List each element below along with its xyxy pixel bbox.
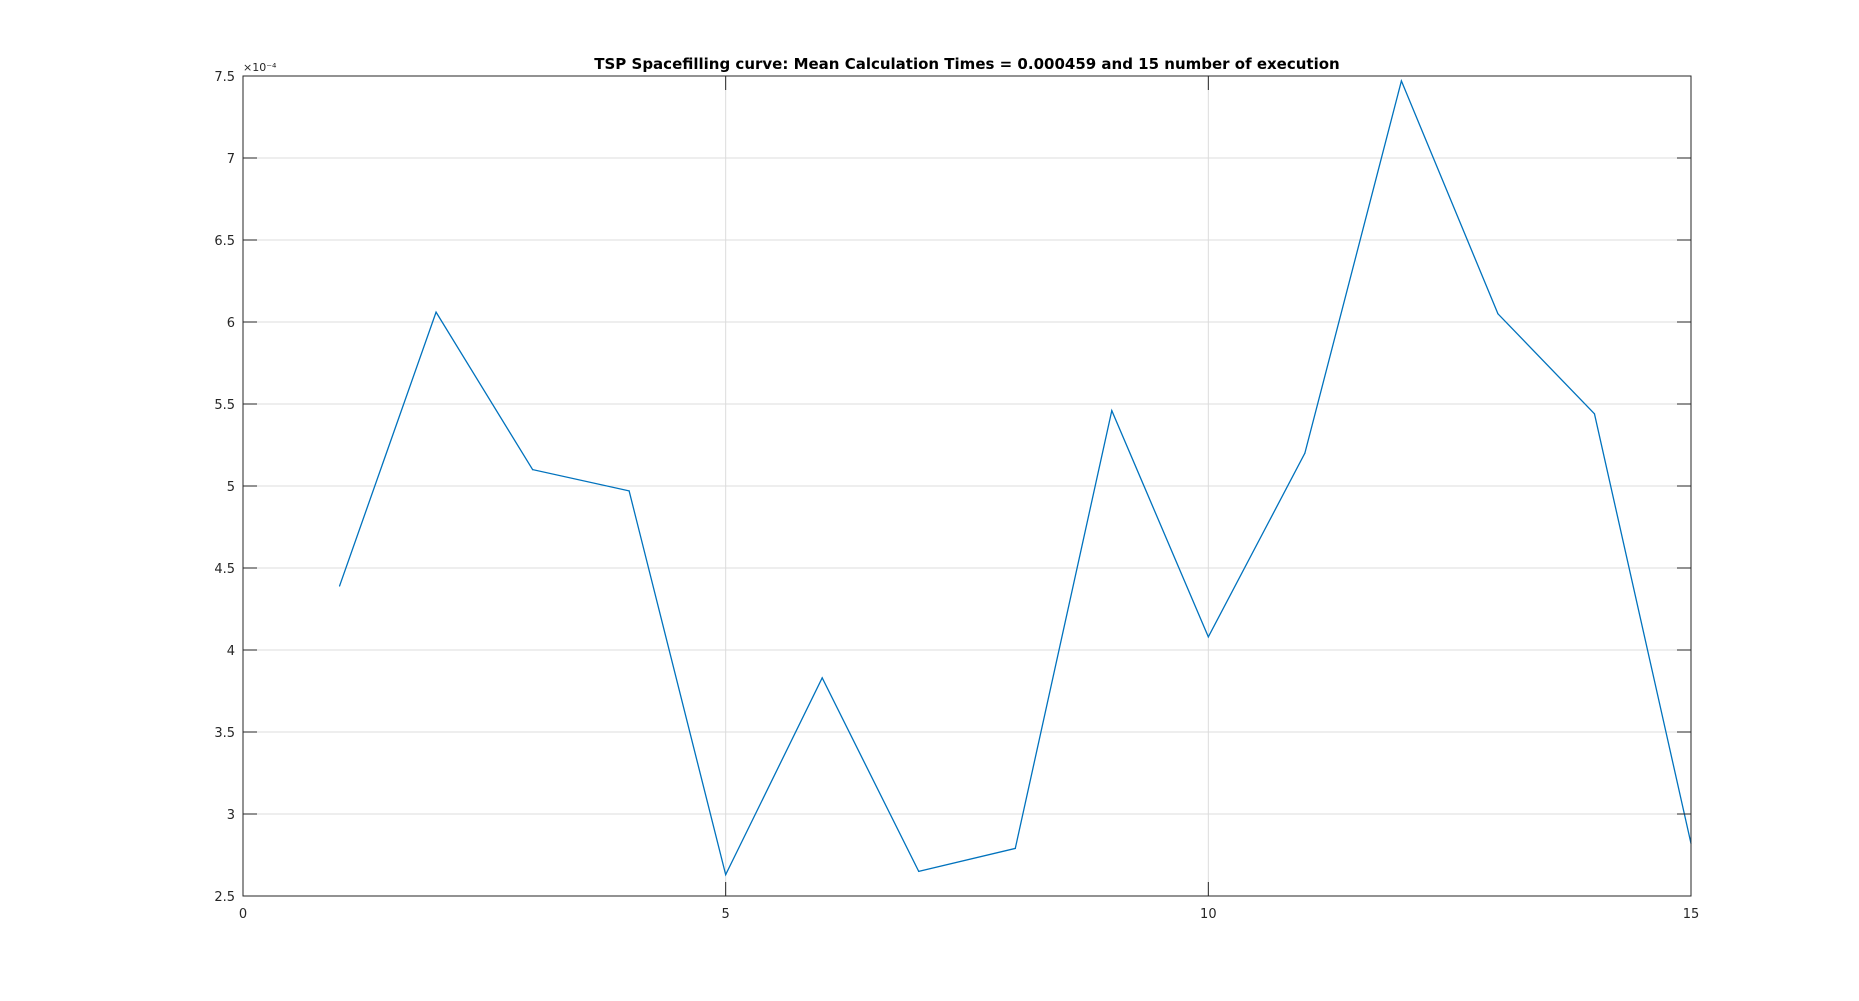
data-point: [1593, 413, 1596, 415]
data-point: [918, 870, 920, 873]
x-tick-label: 10: [1200, 907, 1217, 922]
y-tick-label: 5: [227, 480, 235, 495]
data-point: [338, 585, 341, 587]
y-tick-label: 3.5: [214, 726, 235, 741]
y-exponent-label: ×10⁻⁴: [243, 61, 277, 74]
y-tick-label: 4: [227, 644, 235, 659]
y-tick-label: 3: [227, 808, 235, 823]
tick-marks: [242, 75, 1692, 897]
x-tick-labels: 0 5 10 15: [239, 907, 1699, 922]
data-point: [725, 874, 727, 876]
y-tick-label: 5.5: [214, 398, 235, 413]
y-tick-label: 7: [227, 152, 235, 167]
y-tick-labels: 2.5 3 3.5 4 4.5 5 5.5 6 6.5 7 7.5: [214, 70, 235, 905]
y-tick-label: 2.5: [214, 890, 235, 905]
data-point: [1400, 80, 1402, 82]
y-tick-label: 7.5: [214, 70, 235, 85]
grid-lines: [243, 76, 1691, 896]
data-point: [1207, 636, 1209, 638]
x-tick-label: 5: [722, 907, 730, 922]
data-point: [628, 490, 630, 492]
x-tick-label: 15: [1683, 907, 1700, 922]
data-point: [435, 311, 437, 313]
data-point: [532, 469, 534, 471]
data-point: [1497, 313, 1499, 315]
x-tick-label: 0: [239, 907, 247, 922]
chart-title: TSP Spacefilling curve: Mean Calculation…: [594, 55, 1339, 73]
y-tick-label: 4.5: [214, 562, 235, 577]
y-tick-label: 6: [227, 316, 235, 331]
y-tick-label: 6.5: [214, 234, 235, 249]
data-point: [821, 677, 823, 679]
data-point: [1014, 847, 1016, 850]
data-point: [1111, 409, 1113, 412]
data-point: [1304, 452, 1306, 454]
series-layer: [338, 78, 1692, 877]
